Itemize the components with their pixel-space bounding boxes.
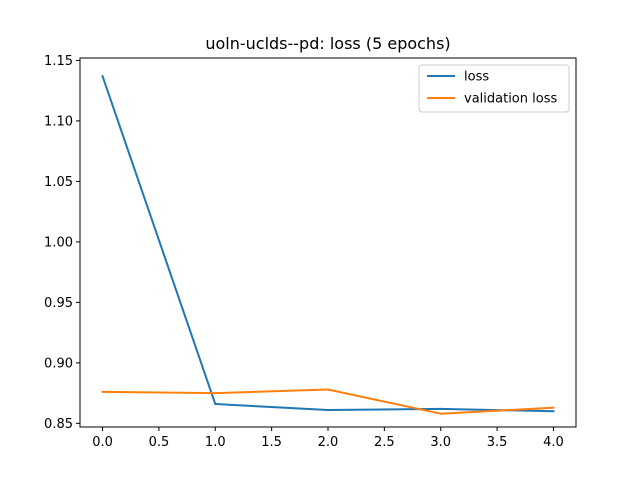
x-tick-label: 1.0 — [205, 435, 226, 450]
x-tick-label: 0.0 — [92, 435, 113, 450]
y-tick-label: 0.90 — [44, 356, 73, 371]
series-line-0 — [101, 74, 555, 413]
y-tick-label: 1.15 — [44, 54, 73, 69]
series-line-1 — [101, 388, 555, 415]
legend-box — [418, 64, 570, 113]
y-tick-label: 0.85 — [44, 417, 73, 432]
x-tick-label: 3.5 — [487, 435, 508, 450]
y-tick-label: 1.05 — [44, 175, 73, 190]
y-tick-label: 0.95 — [44, 296, 73, 311]
x-tick-label: 0.5 — [149, 435, 170, 450]
x-tick-label: 2.5 — [374, 435, 395, 450]
x-tick-label: 1.5 — [261, 435, 282, 450]
y-tick-label: 1.10 — [44, 114, 73, 129]
chart-title: uoln-uclds--pd: loss (5 epochs) — [205, 34, 450, 53]
x-tick-label: 3.0 — [430, 435, 451, 450]
legend-label: loss — [464, 70, 489, 85]
y-tick-label: 1.00 — [44, 235, 73, 250]
x-tick-label: 4.0 — [543, 435, 564, 450]
x-tick-label: 2.0 — [318, 435, 339, 450]
legend-label: validation loss — [464, 92, 557, 107]
plot-area: 0.0 0.5 1.0 1.5 2.0 2.5 3.0 3.5 4.0 0.85 0.90 0.95 1… — [44, 54, 577, 450]
